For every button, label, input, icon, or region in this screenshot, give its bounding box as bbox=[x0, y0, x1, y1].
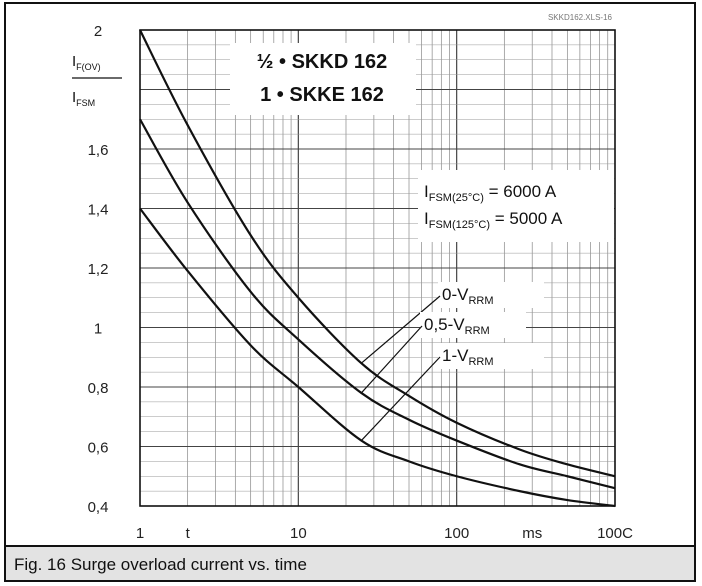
series-line-1 bbox=[139, 118, 616, 490]
annotation-background bbox=[418, 170, 614, 242]
x-tick-label: 10 bbox=[290, 525, 307, 542]
series-line-2 bbox=[139, 207, 616, 508]
x-tick-label: 1 bbox=[136, 525, 144, 542]
series-leader-line bbox=[360, 356, 441, 441]
y-tick-label: 0,8 bbox=[88, 380, 109, 397]
series-label-background bbox=[438, 343, 544, 369]
series-leader-line bbox=[360, 295, 441, 364]
title-background bbox=[230, 43, 416, 115]
series-leader-line bbox=[360, 325, 423, 394]
series-label: 0,5-VRRM bbox=[424, 315, 490, 337]
series-label: 0-VRRM bbox=[442, 285, 494, 307]
ifsm-annotation: IFSM(125°C) = 5000 A bbox=[424, 209, 563, 231]
y-tick-label: 1,4 bbox=[88, 202, 109, 219]
figure-id: SKKD162.XLS-16 bbox=[548, 13, 613, 22]
y-label-numerator: IF(OV) bbox=[72, 53, 101, 72]
y-tick-label: 1,6 bbox=[88, 142, 109, 159]
series-label-background bbox=[438, 282, 544, 308]
series-label: 1-VRRM bbox=[442, 346, 494, 368]
figure-caption: Fig. 16 Surge overload current vs. time bbox=[14, 555, 307, 574]
surge-chart: 2 1,6 1,4 1,2 1 0,8 0,6 0,4 1 10 100 100C t ms IF(OV) I… bbox=[72, 13, 633, 542]
chart-title-line: ½ • SKKD 162 bbox=[257, 51, 387, 73]
y-tick-label: 0,4 bbox=[88, 499, 109, 516]
chart-title-line: 1 • SKKE 162 bbox=[260, 84, 384, 106]
x-axis-symbol: t bbox=[186, 525, 191, 542]
y-label-denominator: IFSM bbox=[72, 89, 95, 108]
series-label-background bbox=[420, 312, 526, 338]
plot-border bbox=[139, 29, 616, 507]
x-axis-unit: ms bbox=[522, 525, 542, 542]
ifsm-annotation: IFSM(25°C) = 6000 A bbox=[424, 182, 557, 204]
x-tick-label: 100 bbox=[444, 525, 469, 542]
figure-caption-bar: Fig. 16 Surge overload current vs. time bbox=[6, 545, 694, 580]
x-tick-label: 100C bbox=[597, 525, 633, 542]
y-tick-label: 2 bbox=[94, 23, 102, 40]
y-tick-label: 0,6 bbox=[88, 440, 109, 457]
y-tick-label: 1,2 bbox=[88, 261, 109, 278]
y-tick-label: 1 bbox=[94, 321, 102, 338]
